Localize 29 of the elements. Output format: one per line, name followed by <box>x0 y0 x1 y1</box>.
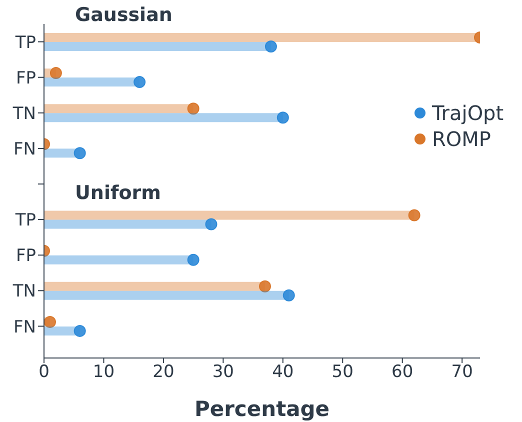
x-tick-label: 60 <box>392 362 414 382</box>
x-tick-label: 50 <box>332 362 354 382</box>
x-tick-label: 30 <box>212 362 234 382</box>
point <box>276 112 289 124</box>
x-axis-title: Percentage <box>194 397 330 421</box>
y-tick-label: TN <box>12 104 36 124</box>
point <box>205 218 218 230</box>
y-tick-label: FP <box>16 68 36 88</box>
y-tick-label: FN <box>14 139 36 160</box>
x-tick-label: 70 <box>451 362 473 382</box>
y-tick-label: FP <box>16 246 36 266</box>
point <box>264 40 277 52</box>
x-tick-label: 0 <box>38 362 50 382</box>
y-tick-label: TP <box>14 210 36 231</box>
legend-label: ROMP <box>432 127 491 151</box>
x-tick-label: 40 <box>272 362 294 382</box>
annotation: Gaussian <box>75 4 172 26</box>
point <box>187 254 200 266</box>
annotation: Uniform <box>75 182 161 204</box>
y-tick-label: FN <box>14 317 36 338</box>
x-tick-label: 10 <box>92 362 115 382</box>
point <box>74 324 86 337</box>
point <box>74 147 86 160</box>
point <box>134 76 146 88</box>
legend-label: TrajOpt <box>432 101 504 125</box>
y-tick-label: TN <box>12 282 36 302</box>
x-tick-label: 20 <box>152 362 174 382</box>
y-tick-label: TP <box>14 32 36 53</box>
point <box>282 289 295 302</box>
